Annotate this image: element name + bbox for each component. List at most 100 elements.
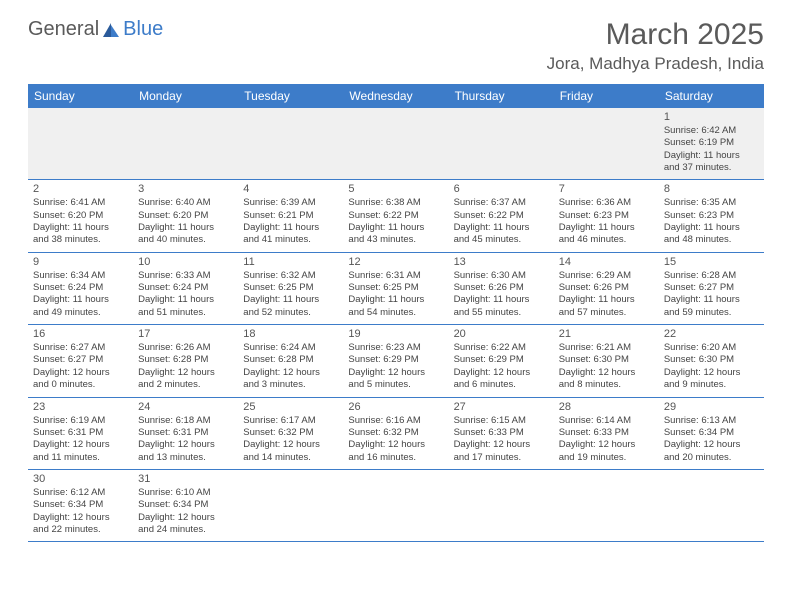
weekday-header-row: SundayMondayTuesdayWednesdayThursdayFrid…	[28, 84, 764, 108]
day-number: 30	[33, 473, 128, 485]
day-number: 9	[33, 256, 128, 268]
weekday-header: Sunday	[28, 84, 133, 108]
calendar-day: 7Sunrise: 6:36 AMSunset: 6:23 PMDaylight…	[554, 180, 659, 251]
logo-text-blue: Blue	[123, 18, 163, 41]
day-number: 22	[664, 328, 759, 340]
day-info: Sunrise: 6:34 AMSunset: 6:24 PMDaylight:…	[33, 270, 128, 319]
calendar-day: 29 Sunrise: 6:13 AMSunset: 6:34 PMDayligh…	[659, 398, 764, 469]
day-info: Sunrise: 6:39 AMSunset: 6:21 PMDaylight:…	[243, 197, 338, 246]
day-info: Sunrise: 6:33 AMSunset: 6:24 PMDaylight:…	[138, 270, 233, 319]
day-info: Sunrise: 6:22 AMSunset: 6:29 PMDaylight:…	[454, 342, 549, 391]
calendar-day: 10 Sunrise: 6:33 AMSunset: 6:24 PMDayligh…	[133, 253, 238, 324]
day-info: Sunrise: 6:41 AMSunset: 6:20 PMDaylight:…	[33, 197, 128, 246]
day-number: 13	[454, 256, 549, 268]
day-number: 20	[454, 328, 549, 340]
day-number: 27	[454, 401, 549, 413]
calendar-day: 26Sunrise: 6:16 AMSunset: 6:32 PMDayligh…	[343, 398, 448, 469]
day-info: Sunrise: 6:19 AMSunset: 6:31 PMDaylight:…	[33, 415, 128, 464]
calendar-week: 23Sunrise: 6:19 AMSunset: 6:31 PMDayligh…	[28, 398, 764, 470]
calendar-day: 20 Sunrise: 6:22 AMSunset: 6:29 PMDayligh…	[449, 325, 554, 396]
calendar-day-empty	[449, 108, 554, 179]
weekday-header: Monday	[133, 84, 238, 108]
day-number: 11	[243, 256, 338, 268]
day-number: 28	[559, 401, 654, 413]
calendar-day-empty	[238, 108, 343, 179]
calendar-day: 21Sunrise: 6:21 AMSunset: 6:30 PMDayligh…	[554, 325, 659, 396]
calendar-week: 16 Sunrise: 6:27 AMSunset: 6:27 PMDayligh…	[28, 325, 764, 397]
calendar-day: 5Sunrise: 6:38 AMSunset: 6:22 PMDaylight…	[343, 180, 448, 251]
calendar-day: 2Sunrise: 6:41 AMSunset: 6:20 PMDaylight…	[28, 180, 133, 251]
calendar-day: 1 Sunrise: 6:42 AMSunset: 6:19 PMDaylight…	[659, 108, 764, 179]
calendar-day: 11Sunrise: 6:32 AMSunset: 6:25 PMDayligh…	[238, 253, 343, 324]
calendar-day: 6Sunrise: 6:37 AMSunset: 6:22 PMDaylight…	[449, 180, 554, 251]
header: General Blue March 2025 Jora, Madhya Pra…	[28, 18, 764, 74]
logo-text-general: General	[28, 18, 99, 41]
day-info: Sunrise: 6:31 AMSunset: 6:25 PMDaylight:…	[348, 270, 443, 319]
day-number: 7	[559, 183, 654, 195]
day-info: Sunrise: 6:17 AMSunset: 6:32 PMDaylight:…	[243, 415, 338, 464]
day-number: 10	[138, 256, 233, 268]
calendar-day: 12 Sunrise: 6:31 AMSunset: 6:25 PMDayligh…	[343, 253, 448, 324]
day-number: 4	[243, 183, 338, 195]
day-info: Sunrise: 6:42 AMSunset: 6:19 PMDaylight:…	[664, 125, 759, 174]
calendar-day: 4 Sunrise: 6:39 AMSunset: 6:21 PMDaylight…	[238, 180, 343, 251]
calendar-day: 15 Sunrise: 6:28 AMSunset: 6:27 PMDayligh…	[659, 253, 764, 324]
calendar-day: 22 Sunrise: 6:20 AMSunset: 6:30 PMDayligh…	[659, 325, 764, 396]
calendar-week: 1 Sunrise: 6:42 AMSunset: 6:19 PMDaylight…	[28, 108, 764, 180]
weekday-header: Thursday	[449, 84, 554, 108]
calendar-day-empty	[659, 470, 764, 541]
calendar-day: 25Sunrise: 6:17 AMSunset: 6:32 PMDayligh…	[238, 398, 343, 469]
calendar-day: 19Sunrise: 6:23 AMSunset: 6:29 PMDayligh…	[343, 325, 448, 396]
day-info: Sunrise: 6:18 AMSunset: 6:31 PMDaylight:…	[138, 415, 233, 464]
calendar-day: 13Sunrise: 6:30 AMSunset: 6:26 PMDayligh…	[449, 253, 554, 324]
calendar-day: 18 Sunrise: 6:24 AMSunset: 6:28 PMDayligh…	[238, 325, 343, 396]
day-info: Sunrise: 6:40 AMSunset: 6:20 PMDaylight:…	[138, 197, 233, 246]
calendar-day: 16 Sunrise: 6:27 AMSunset: 6:27 PMDayligh…	[28, 325, 133, 396]
day-info: Sunrise: 6:35 AMSunset: 6:23 PMDaylight:…	[664, 197, 759, 246]
day-number: 16	[33, 328, 128, 340]
day-number: 8	[664, 183, 759, 195]
weekday-header: Tuesday	[238, 84, 343, 108]
calendar-day: 9 Sunrise: 6:34 AMSunset: 6:24 PMDaylight…	[28, 253, 133, 324]
day-number: 5	[348, 183, 443, 195]
day-info: Sunrise: 6:27 AMSunset: 6:27 PMDaylight:…	[33, 342, 128, 391]
day-number: 17	[138, 328, 233, 340]
day-info: Sunrise: 6:23 AMSunset: 6:29 PMDaylight:…	[348, 342, 443, 391]
calendar-day: 23Sunrise: 6:19 AMSunset: 6:31 PMDayligh…	[28, 398, 133, 469]
calendar-day: 28Sunrise: 6:14 AMSunset: 6:33 PMDayligh…	[554, 398, 659, 469]
day-number: 29	[664, 401, 759, 413]
day-info: Sunrise: 6:20 AMSunset: 6:30 PMDaylight:…	[664, 342, 759, 391]
day-info: Sunrise: 6:28 AMSunset: 6:27 PMDaylight:…	[664, 270, 759, 319]
day-info: Sunrise: 6:10 AMSunset: 6:34 PMDaylight:…	[138, 487, 233, 536]
page-title: March 2025	[547, 18, 764, 52]
calendar-week: 30 Sunrise: 6:12 AMSunset: 6:34 PMDayligh…	[28, 470, 764, 542]
title-block: March 2025 Jora, Madhya Pradesh, India	[547, 18, 764, 74]
day-number: 12	[348, 256, 443, 268]
calendar-week: 2Sunrise: 6:41 AMSunset: 6:20 PMDaylight…	[28, 180, 764, 252]
calendar-day-empty	[449, 470, 554, 541]
day-info: Sunrise: 6:21 AMSunset: 6:30 PMDaylight:…	[559, 342, 654, 391]
calendar: SundayMondayTuesdayWednesdayThursdayFrid…	[28, 84, 764, 542]
day-info: Sunrise: 6:29 AMSunset: 6:26 PMDaylight:…	[559, 270, 654, 319]
logo: General Blue	[28, 18, 163, 41]
calendar-day-empty	[343, 108, 448, 179]
day-number: 14	[559, 256, 654, 268]
calendar-day-empty	[28, 108, 133, 179]
day-number: 31	[138, 473, 233, 485]
calendar-day: 30 Sunrise: 6:12 AMSunset: 6:34 PMDayligh…	[28, 470, 133, 541]
calendar-day-empty	[133, 108, 238, 179]
day-info: Sunrise: 6:15 AMSunset: 6:33 PMDaylight:…	[454, 415, 549, 464]
day-info: Sunrise: 6:37 AMSunset: 6:22 PMDaylight:…	[454, 197, 549, 246]
day-number: 1	[664, 111, 759, 123]
weekday-header: Saturday	[659, 84, 764, 108]
calendar-body: 1 Sunrise: 6:42 AMSunset: 6:19 PMDaylight…	[28, 108, 764, 542]
day-info: Sunrise: 6:24 AMSunset: 6:28 PMDaylight:…	[243, 342, 338, 391]
calendar-day-empty	[343, 470, 448, 541]
day-number: 18	[243, 328, 338, 340]
day-number: 15	[664, 256, 759, 268]
day-number: 24	[138, 401, 233, 413]
day-info: Sunrise: 6:13 AMSunset: 6:34 PMDaylight:…	[664, 415, 759, 464]
calendar-day-empty	[554, 470, 659, 541]
day-info: Sunrise: 6:12 AMSunset: 6:34 PMDaylight:…	[33, 487, 128, 536]
calendar-day: 3Sunrise: 6:40 AMSunset: 6:20 PMDaylight…	[133, 180, 238, 251]
